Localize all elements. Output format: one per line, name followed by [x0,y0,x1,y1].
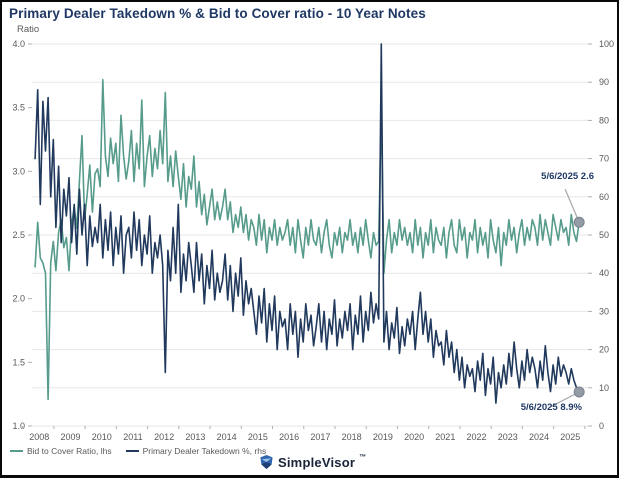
legend-label: Bid to Cover Ratio, lhs [27,446,112,456]
svg-text:3.5: 3.5 [12,103,25,113]
left-axis-unit-label: Ratio [17,24,40,35]
svg-text:2018: 2018 [342,432,362,442]
brand-name: SimpleVisor [278,454,356,470]
svg-text:70: 70 [599,154,609,164]
svg-text:2020: 2020 [404,432,424,442]
svg-text:2017: 2017 [310,432,330,442]
legend-item-primary-dealer-takedown: Primary Dealer Takedown %, rhs [125,446,267,456]
svg-text:30: 30 [599,306,609,316]
svg-text:2.5: 2.5 [12,230,25,240]
svg-text:50: 50 [599,230,609,240]
svg-text:2011: 2011 [123,432,142,442]
bid-to-cover-line-swatch-icon [10,449,23,453]
simplevisor-shield-icon [260,454,273,470]
svg-text:2021: 2021 [435,432,455,442]
svg-text:100: 100 [599,39,614,49]
svg-text:2022: 2022 [467,432,487,442]
svg-text:2009: 2009 [60,432,80,442]
legend-label: Primary Dealer Takedown %, rhs [142,446,267,456]
svg-text:2023: 2023 [498,432,518,442]
svg-text:80: 80 [599,115,609,125]
svg-text:2012: 2012 [154,432,174,442]
svg-text:1.5: 1.5 [12,357,25,367]
svg-text:10: 10 [599,383,609,393]
svg-text:2016: 2016 [279,432,299,442]
svg-text:90: 90 [599,77,609,87]
simplevisor-logo: SimpleVisor ™ [259,454,366,470]
svg-text:20: 20 [599,345,609,355]
svg-text:4.0: 4.0 [12,39,25,49]
svg-text:2014: 2014 [217,432,237,442]
legend-item-bid-to-cover: Bid to Cover Ratio, lhs [10,446,112,456]
svg-text:2015: 2015 [248,432,268,442]
svg-text:1.0: 1.0 [12,421,25,431]
takedown-line-swatch-icon [125,449,139,453]
svg-text:2024: 2024 [529,432,549,442]
svg-text:2025: 2025 [560,432,580,442]
svg-text:2.0: 2.0 [12,294,25,304]
svg-text:3.0: 3.0 [12,166,25,176]
annotation-takedown-latest: 5/6/2025 8.9% [520,402,582,413]
annotation-bid-to-cover-latest: 5/6/2025 2.6 [541,171,594,182]
chart-title: Primary Dealer Takedown % & Bid to Cover… [9,6,426,21]
trademark-symbol: ™ [359,453,367,461]
svg-text:60: 60 [599,192,609,202]
svg-text:2013: 2013 [185,432,205,442]
svg-text:2010: 2010 [92,432,112,442]
svg-text:40: 40 [599,268,609,278]
svg-text:2019: 2019 [373,432,393,442]
svg-text:2008: 2008 [29,432,49,442]
svg-text:0: 0 [599,421,604,431]
chart-legend: Bid to Cover Ratio, lhs Primary Dealer T… [10,446,266,456]
